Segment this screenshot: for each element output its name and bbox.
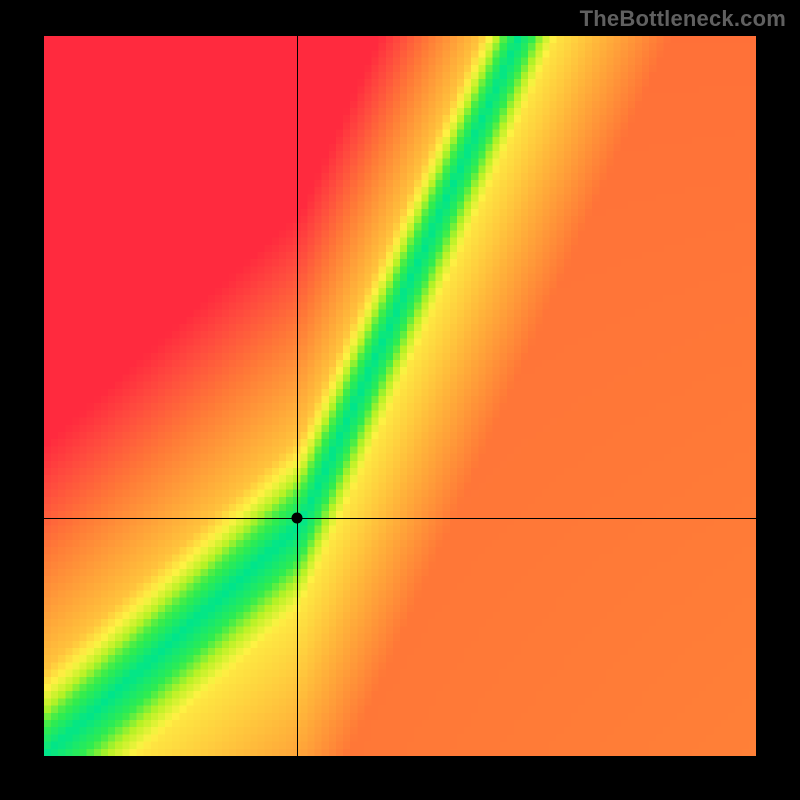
watermark-text: TheBottleneck.com [580, 6, 786, 32]
crosshair-horizontal [44, 518, 756, 519]
heatmap-canvas [44, 36, 756, 756]
crosshair-vertical [297, 36, 298, 756]
marker-point [292, 513, 303, 524]
plot-area [44, 36, 756, 756]
